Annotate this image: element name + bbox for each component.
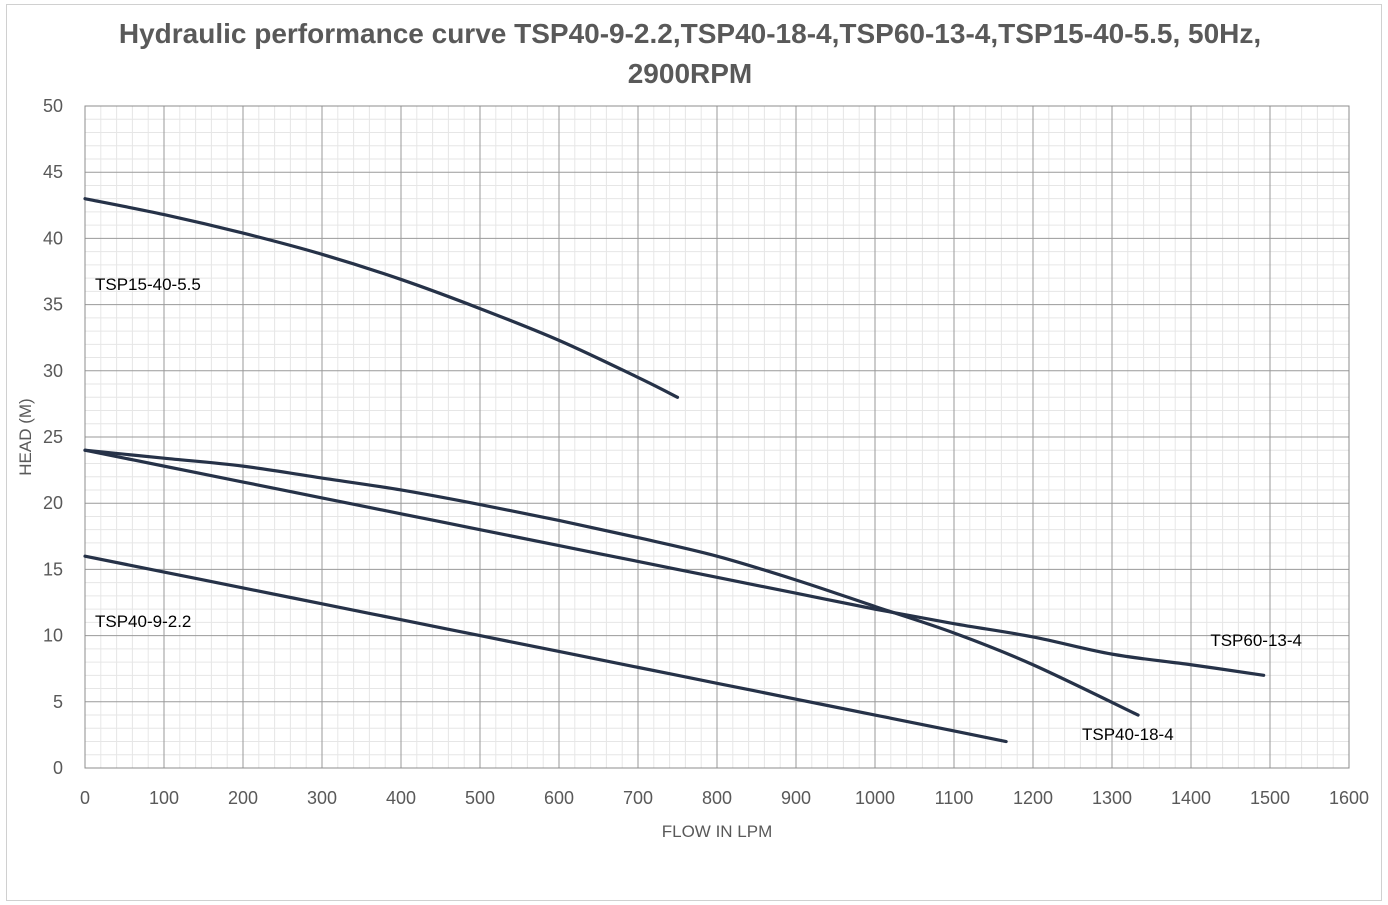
x-tick-label: 1200: [1013, 788, 1053, 808]
y-tick-label: 50: [43, 96, 63, 116]
x-tick-label: 1000: [855, 788, 895, 808]
y-tick-label: 5: [53, 692, 63, 712]
x-tick-label: 600: [544, 788, 574, 808]
x-tick-label: 900: [781, 788, 811, 808]
x-tick-label: 1100: [935, 788, 974, 808]
series-labels: TSP15-40-5.5 TSP40-18-4 TSP60-13-4 TSP40-9-…: [95, 275, 1302, 744]
x-tick-label: 100: [149, 788, 179, 808]
series-label-tsp40-18-4: TSP40-18-4: [1082, 725, 1174, 744]
x-tick-label: 1300: [1092, 788, 1132, 808]
plot-border: [84, 105, 1350, 769]
x-tick-label: 800: [702, 788, 732, 808]
y-tick-label: 40: [43, 228, 63, 248]
x-tick-label: 500: [465, 788, 495, 808]
y-tick-labels: 0 5 10 15 20 25 30 35 40 45 50: [43, 96, 63, 778]
y-tick-label: 15: [43, 559, 63, 579]
series-label-tsp60-13-4: TSP60-13-4: [1210, 631, 1302, 650]
series-line-tsp60-13-4: [83, 448, 1266, 677]
chart-frame: [6, 4, 1382, 901]
y-tick-label: 45: [43, 162, 63, 182]
series-label-tsp40-9-2.2: TSP40-9-2.2: [95, 612, 191, 631]
y-tick-label: 25: [43, 427, 63, 447]
y-tick-label: 35: [43, 295, 63, 315]
series-line-tsp40-9-2.2: [83, 554, 1008, 744]
y-axis-label: HEAD (M): [16, 398, 35, 475]
series-line-tsp40-18-4: [83, 448, 1140, 717]
x-tick-labels: 0 100 200 300 400 500 600 700 800 900 1000 1100 1200…: [80, 788, 1369, 808]
x-tick-label: 0: [80, 788, 90, 808]
y-tick-label: 10: [43, 626, 63, 646]
y-tick-label: 30: [43, 361, 63, 381]
x-tick-label: 200: [228, 788, 258, 808]
x-tick-label: 1600: [1329, 788, 1369, 808]
x-tick-label: 1400: [1171, 788, 1211, 808]
series-label-tsp15-40-5.5: TSP15-40-5.5: [95, 275, 201, 294]
x-tick-label: 300: [307, 788, 337, 808]
series-line-tsp15-40-5.5: [83, 197, 680, 399]
y-tick-label: 20: [43, 493, 63, 513]
chart-title: Hydraulic performance curve TSP40-9-2.2,…: [118, 18, 1262, 89]
x-tick-label: 1500: [1250, 788, 1290, 808]
y-tick-label: 0: [53, 758, 63, 778]
x-tick-label: 700: [623, 788, 653, 808]
series-lines: [83, 197, 1266, 744]
x-axis-label: FLOW IN LPM: [662, 822, 773, 841]
x-tick-label: 400: [386, 788, 416, 808]
